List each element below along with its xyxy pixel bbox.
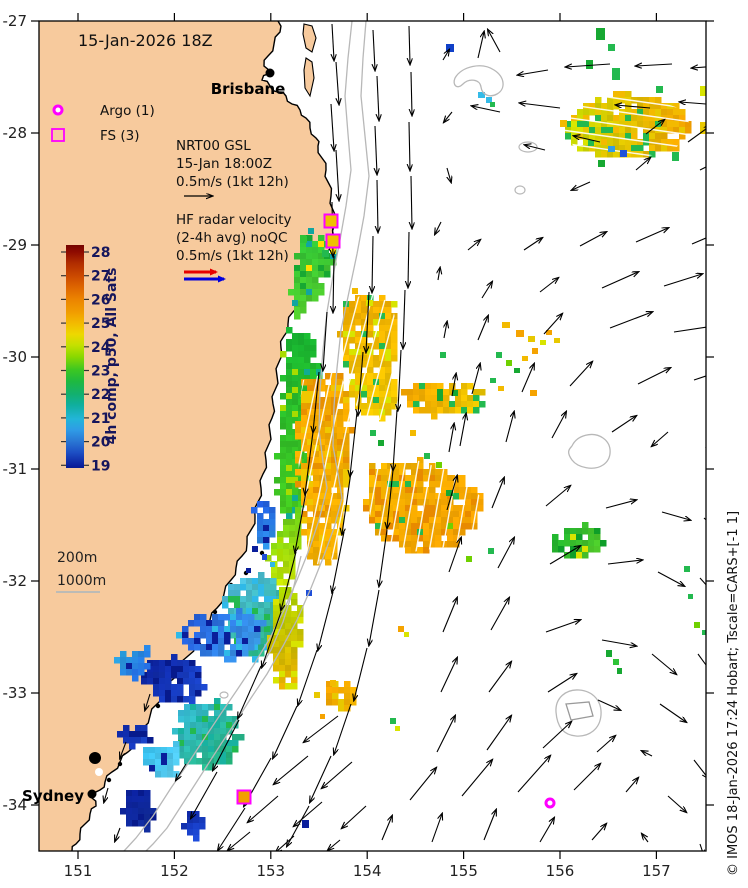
hf-line2: (2-4h avg) noQC: [176, 230, 287, 246]
brisbane-dot: [265, 68, 275, 78]
y-tick-label: -29: [3, 236, 28, 254]
city-markers: Brisbane Sydney: [22, 68, 286, 805]
sst-patch-yellow-column-south: [267, 587, 304, 690]
y-tick-label: -30: [3, 348, 28, 366]
depth-legend: 200m 1000m: [56, 550, 106, 593]
island: [303, 57, 315, 98]
sst-patch-offshore-small: [401, 383, 486, 420]
sst-patch-cyan-coast-bits: [114, 645, 151, 682]
axes-frame: [31, 13, 714, 859]
argo-legend-label: Argo (1): [100, 103, 155, 119]
nrt-line2: 15-Jan 18:00Z: [176, 156, 272, 172]
sst-patch-teal-blob: [172, 698, 245, 771]
y-tick-label: -31: [3, 460, 28, 478]
legend: Argo (1) FS (3): [51, 103, 155, 144]
y-tick-label: -34: [3, 796, 28, 814]
y-tick-label: -27: [3, 12, 28, 30]
harbor-bay: [95, 768, 103, 776]
colorbar-tick-label: 27: [91, 269, 110, 285]
sst-patch-orange-main: [363, 457, 484, 554]
colorbar-tick-label: 24: [91, 340, 111, 356]
depth-200m-label: 200m: [57, 550, 97, 566]
velocity-vectors: [104, 23, 706, 851]
sst-patch-blue-inner-band: [251, 501, 276, 550]
sst-patch-navy-south: [120, 790, 157, 833]
nrt-line1: NRT00 GSL: [176, 138, 251, 154]
x-tick-label: 153: [256, 862, 285, 880]
x-tick-label: 157: [642, 862, 671, 880]
axis-labels: 151 152 153 154 155 156 157 -27 -28 -29 -30 -31 -32 -…: [3, 12, 671, 880]
colorbar-label: 4h comp, p50, All Sats: [104, 268, 120, 445]
sst-patch-cyan-lower: [143, 741, 180, 778]
headland-dot: [106, 777, 112, 783]
y-tick-label: -28: [3, 124, 28, 142]
headland-dot: [155, 703, 161, 709]
nrt-annotation: NRT00 GSL 15-Jan 18:00Z 0.5m/s (1kt 12h): [176, 138, 289, 196]
depth-1000m-label: 1000m: [57, 573, 106, 589]
x-tick-label: 156: [546, 862, 575, 880]
colorbar-gradient: [66, 245, 84, 468]
colorbar-tick-label: 22: [91, 387, 110, 403]
sst-patch-topright-cluster: [565, 91, 692, 158]
colorbar-tick-label: 26: [91, 292, 110, 308]
argo-float-marker: [544, 797, 556, 809]
argo-marker-icon: [52, 104, 64, 116]
sst-patch-green-mid-right: [552, 522, 607, 559]
hf-line3: 0.5m/s (1kt 12h): [176, 248, 289, 264]
fs-marker-icon: [51, 128, 65, 142]
fs-float-marker: [325, 233, 341, 249]
colorbar-tick-label: 28: [91, 245, 110, 261]
hf-annotation: HF radar velocity (2-4h avg) noQC 0.5m/s…: [176, 212, 291, 283]
y-tick-label: -32: [3, 572, 28, 590]
sst-patch-blue-upper-sydney: [176, 608, 267, 663]
colorbar-ticks: 28 27 26 25 24 23 22 21 20 19: [61, 245, 111, 474]
x-tick-label: 155: [449, 862, 478, 880]
sydney-label: Sydney: [22, 787, 84, 805]
hf-line1: HF radar velocity: [176, 212, 291, 228]
fs-legend-label: FS (3): [100, 128, 140, 144]
headland-dot: [212, 609, 218, 615]
nrt-line3: 0.5m/s (1kt 12h): [176, 174, 289, 190]
colorbar-tick-label: 21: [91, 411, 110, 427]
plot-title: 15-Jan-2026 18Z: [78, 31, 213, 50]
credit-text: © IMOS 18-Jan-2026 17:24 Hobart; Tscale=…: [726, 511, 741, 876]
observation-markers: [236, 213, 556, 809]
sst-patch-coastal-yellowgreen-south: [265, 507, 302, 586]
island: [302, 23, 317, 53]
streak-lines: [366, 460, 482, 552]
colorbar-tick-label: 20: [91, 435, 111, 451]
colorbar-tick-label: 25: [91, 316, 110, 332]
bathymetry-contours: [123, 21, 611, 851]
colorbar-tick-label: 23: [91, 364, 110, 380]
sst-patch-navy-bits: [117, 725, 154, 750]
colorbar-tick-label: 19: [91, 458, 110, 474]
map-layers: [39, 21, 706, 851]
x-tick-label: 151: [64, 862, 93, 880]
sst-patch-navy-bits2: [181, 811, 206, 842]
fs-float-marker: [236, 789, 252, 805]
harbor-headland: [89, 752, 101, 764]
sst-patch-orange-upper: [337, 295, 398, 422]
colorbar: 28 27 26 25 24 23 22 21 20 19 4h comp, p50, All S…: [61, 245, 120, 474]
y-tick-label: -33: [3, 684, 28, 702]
brisbane-label: Brisbane: [211, 80, 286, 98]
headland-dot: [117, 761, 123, 767]
sydney-dot: [87, 789, 97, 799]
land-polygon: [39, 21, 336, 851]
fs-float-marker: [323, 213, 339, 229]
x-tick-label: 152: [160, 862, 189, 880]
x-tick-label: 154: [353, 862, 382, 880]
